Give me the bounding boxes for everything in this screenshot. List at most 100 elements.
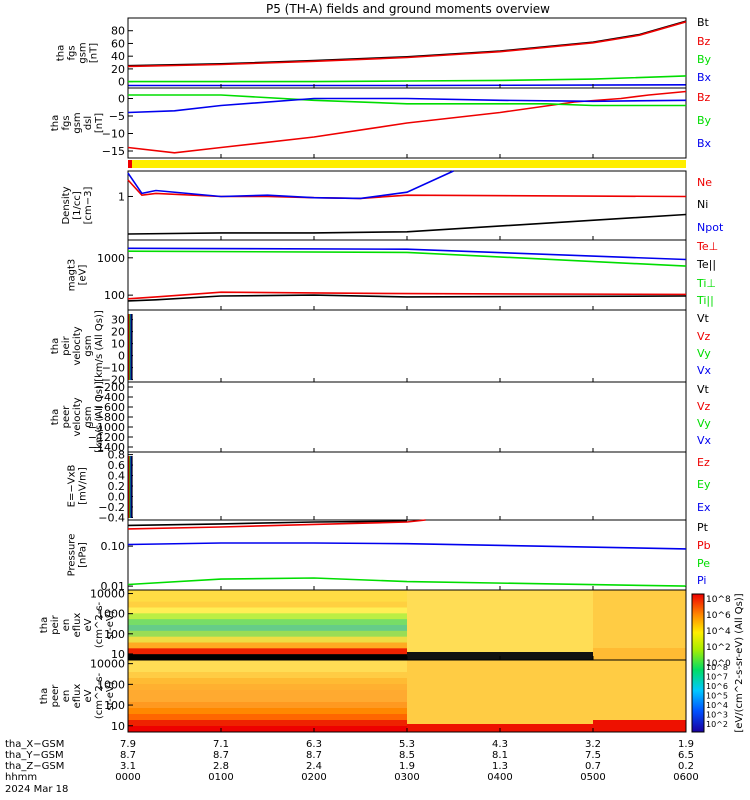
y-label-line: sr-eV) [105, 610, 116, 639]
spectrogram-block [593, 720, 686, 732]
spectrogram-band [128, 601, 407, 608]
panel-7: 0.80.60.40.20.0−0.2−0.4 E=−VxB [mV/m] Ez Ey E… [67, 449, 711, 525]
x-row-value: 8.5 [399, 750, 415, 761]
series-line [127, 519, 426, 530]
y-tick-label: 0.4 [108, 470, 126, 483]
x-row-value: 0200 [301, 772, 326, 783]
x-row-value: 8.1 [492, 750, 508, 761]
spectrogram-block [407, 590, 593, 660]
y-tick-label: 10 [111, 648, 125, 661]
y-axis-label: tha peir en eflux eV (cm^2-s-sr-eV) [39, 601, 116, 648]
y-label-line: gsm [83, 335, 94, 356]
panel-frame [127, 451, 687, 521]
x-row-value: 6.3 [306, 739, 322, 750]
spectrogram-band [128, 690, 407, 697]
legend-entry: Vy [697, 347, 711, 360]
series-line [127, 250, 687, 267]
y-tick-label: 1000 [97, 252, 125, 265]
legend-entry: Vz [697, 400, 711, 413]
x-row-value: 2.8 [213, 761, 229, 772]
panel-frame [127, 170, 687, 241]
legend-entry: Pi [697, 574, 706, 587]
y-axis-label: Density [1/cc] [cm−3] [61, 186, 94, 224]
colorbar-tick: 10^2 [706, 643, 731, 653]
velocity-spikes [128, 456, 133, 518]
y-label-line: [nT] [89, 43, 100, 63]
panel-frame [127, 309, 687, 383]
x-row-label: tha_X−GSM [5, 739, 64, 750]
x-row-value: 6.5 [678, 750, 694, 761]
y-axis-label: tha peer velocity gsm [km/s (All Qs)] [50, 381, 105, 453]
y-tick-label: −20 [102, 374, 125, 387]
colorbar-label: [eV/(cm^2-s-sr-eV) (All Qs)] [734, 593, 745, 732]
colorbar-tick: 10^7 [706, 673, 728, 682]
y-axis-label: Pressure [nPa] [67, 534, 89, 577]
y-label-line: tha [56, 45, 67, 61]
series-line [127, 97, 687, 114]
y-label-line: en [61, 690, 72, 703]
x-row-value: 0.7 [585, 761, 601, 772]
spectrogram-band [128, 684, 407, 691]
x-row-value: 5.3 [399, 739, 415, 750]
y-tick-label: −10 [102, 362, 125, 375]
y-label-line: [nPa] [78, 542, 89, 568]
y-tick-label: −600 [95, 401, 125, 414]
y-label-line: [cm−3] [83, 187, 94, 225]
y-tick-label: −10 [102, 128, 125, 141]
x-row-value: 1.9 [399, 761, 415, 772]
colorbar-tick: 10^5 [706, 692, 728, 701]
spectrogram-band [128, 619, 407, 626]
y-label-line: Density [61, 186, 72, 224]
y-label-line: peer [50, 684, 61, 708]
x-row-label: tha_Z−GSM [5, 761, 64, 772]
legend-entry: Vx [697, 364, 712, 377]
legend-entry: Ey [697, 478, 711, 491]
y-tick-label: −200 [95, 381, 125, 394]
colorbar: 10^810^610^410^210^010^810^710^610^510^4… [691, 593, 745, 733]
series-line [127, 213, 687, 235]
legend-entry: Bx [697, 71, 712, 84]
spectrogram-band [128, 726, 407, 733]
legend-entry: Bz [697, 35, 711, 48]
y-label-line: eflux [72, 613, 83, 638]
colorbar-tick: 10^3 [706, 711, 728, 720]
y-tick-label: 1000 [97, 678, 125, 691]
y-tick-label: 10000 [90, 588, 125, 601]
y-label-line: E=−VxB [67, 465, 78, 508]
y-label-line: gsm [72, 112, 83, 133]
spectrogram-band [128, 714, 407, 721]
series-line [127, 20, 687, 67]
y-tick-label: 20 [111, 63, 125, 76]
panel-frame [127, 17, 687, 89]
spectrogram-band [128, 696, 407, 703]
y-tick-label: 30 [111, 314, 125, 327]
x-date: 2024 Mar 18 [5, 784, 68, 795]
spectrogram-block [407, 660, 593, 732]
y-tick-label: 100 [104, 289, 125, 302]
x-row-value: 3.1 [120, 761, 136, 772]
panel-4: 1000 100 magt3 [eV] Te⊥ Te|| Ti⊥ Ti|| [67, 239, 718, 311]
colorbar-tick: 10^4 [706, 701, 728, 710]
y-label-line: dsl [83, 116, 94, 130]
x-row-label: tha_Y−GSM [5, 750, 64, 761]
spectrogram-band [128, 672, 407, 679]
spectrogram-band [128, 636, 407, 643]
y-label-line: [km/s (All Qs)] [94, 310, 105, 382]
y-tick-label: 100 [104, 628, 125, 641]
legend-entry: Vt [697, 383, 710, 396]
x-row-value: 1.3 [492, 761, 508, 772]
series-line [127, 291, 687, 300]
y-tick-label: 80 [111, 25, 125, 38]
y-label-line: magt3 [67, 259, 78, 292]
y-label-line: [eV] [78, 265, 89, 286]
y-tick-label: −1400 [88, 441, 125, 454]
y-label-line: eV [83, 689, 94, 702]
x-row-label: hhmm [5, 772, 37, 783]
series-line [127, 21, 687, 68]
y-axis-label: tha peir velocity gsm [km/s (All Qs)] [50, 310, 105, 382]
colorbar-label-group: [eV/(cm^2-s-sr-eV) (All Qs)] [734, 593, 745, 732]
spectrogram-band [128, 666, 407, 673]
